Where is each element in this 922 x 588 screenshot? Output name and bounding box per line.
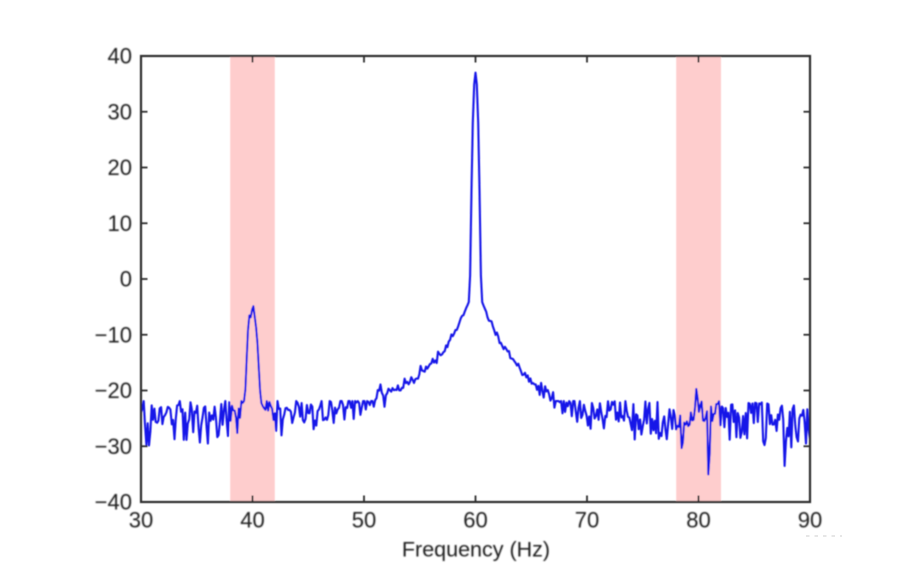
svg-text:50: 50 xyxy=(352,508,376,533)
svg-text:−30: −30 xyxy=(95,434,132,459)
svg-text:10: 10 xyxy=(108,211,132,236)
svg-text:80: 80 xyxy=(686,508,710,533)
svg-text:30: 30 xyxy=(108,99,132,124)
svg-text:−20: −20 xyxy=(95,378,132,403)
svg-text:90: 90 xyxy=(798,508,822,533)
svg-text:30: 30 xyxy=(129,508,153,533)
svg-text:70: 70 xyxy=(575,508,599,533)
svg-text:40: 40 xyxy=(240,508,264,533)
svg-text:−40: −40 xyxy=(95,490,132,515)
svg-text:−10: −10 xyxy=(95,322,132,347)
svg-text:Frequency (Hz): Frequency (Hz) xyxy=(402,538,550,562)
svg-text:20: 20 xyxy=(108,155,132,180)
svg-text:0: 0 xyxy=(120,267,132,292)
svg-text:40: 40 xyxy=(108,44,132,69)
svg-text:60: 60 xyxy=(463,508,487,533)
